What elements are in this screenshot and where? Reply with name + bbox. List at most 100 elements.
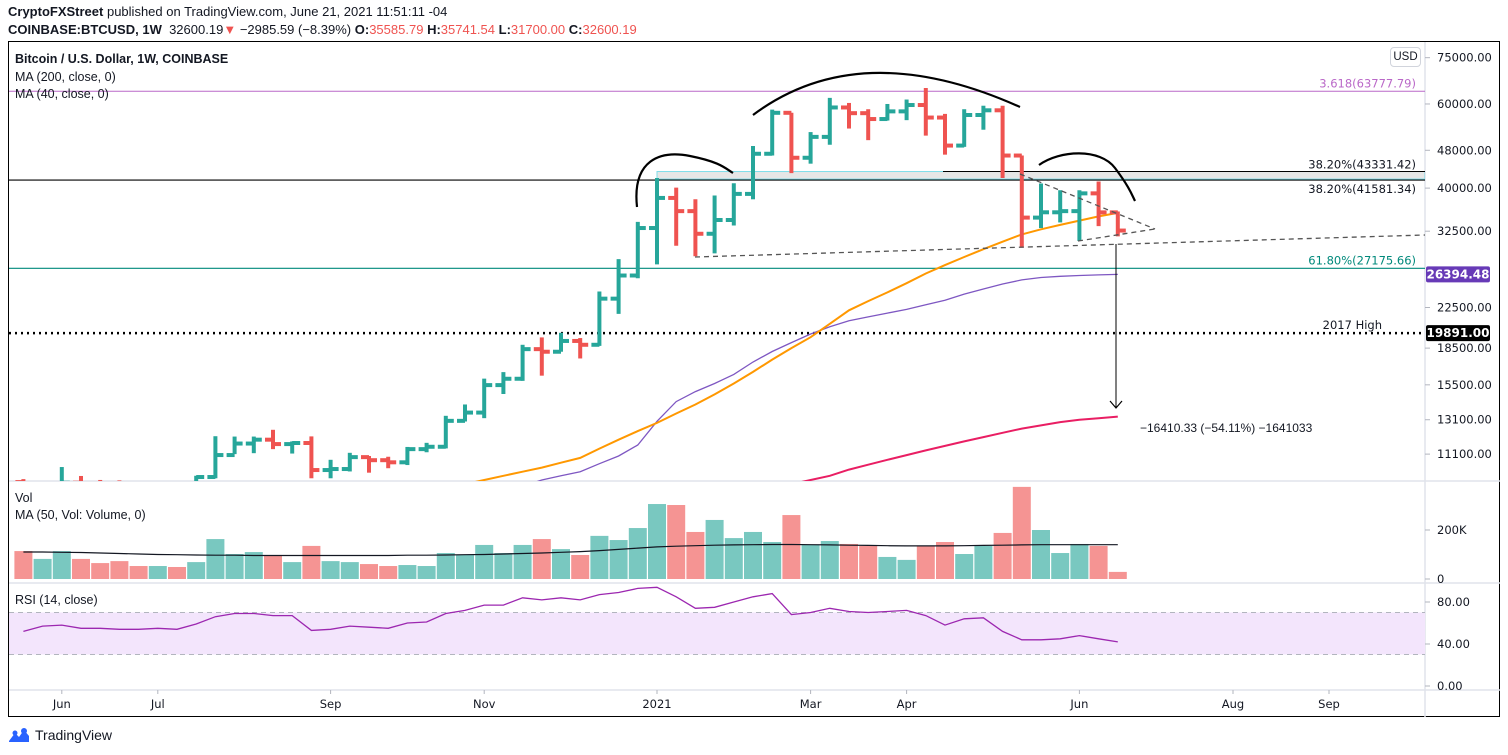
time-tick-label: Jun (1069, 697, 1088, 711)
symbol-info: COINBASE:BTCUSD, 1W 32600.19▼ −2985.59 (… (8, 22, 637, 37)
ohlc-bar (117, 480, 122, 481)
price-tick-label: 40000.00 (1437, 181, 1492, 195)
arrow-down-icon (1109, 400, 1123, 409)
ohlc-bar (745, 146, 761, 200)
volume-bar (206, 539, 225, 579)
high-label: H: (427, 22, 441, 37)
high-2017-label: 2017 High (1323, 318, 1382, 332)
ohlc-bar (457, 404, 473, 423)
price-tick-label: 75000.00 (1437, 51, 1492, 65)
volume-bar (936, 542, 954, 579)
volume-bar (33, 558, 52, 579)
volume-bar (1089, 545, 1108, 579)
volume-bar (302, 545, 321, 579)
volume-bar (840, 543, 858, 579)
ohlc-bar (572, 338, 589, 359)
ohlc-bar (169, 490, 185, 497)
ohlc-bar (35, 485, 51, 506)
time-tick-label: Nov (473, 697, 496, 711)
volume-bar (1012, 486, 1031, 579)
volume-bar (417, 566, 436, 579)
volume-bar (724, 538, 743, 579)
volume-bar (916, 545, 935, 579)
volume-bar (244, 552, 263, 579)
ma200-legend[interactable]: MA (200, close, 0) (15, 70, 116, 84)
ohlc-bar (399, 446, 416, 466)
volume-bar (590, 535, 609, 579)
volume-legend[interactable]: Vol (15, 491, 33, 505)
ohlc-bar (98, 479, 103, 481)
volume-bar (878, 556, 897, 579)
ohlc-bar (994, 105, 1011, 178)
rsi-line (23, 586, 1118, 643)
volume-bar (1108, 571, 1127, 579)
time-tick-label: Jun (52, 697, 71, 711)
ohlc-bar (841, 102, 857, 129)
rsi-tick-label: 0.00 (1437, 679, 1463, 693)
ohlc-bar (226, 436, 243, 458)
ohlc-bar (245, 436, 262, 454)
ohlc-bar (303, 436, 320, 479)
price-change: −2985.59 (−8.39%) (239, 22, 352, 37)
published-text: published on TradingView.com, June 21, 2… (103, 4, 448, 19)
ohlc-bar (706, 195, 723, 254)
ma40-line (474, 211, 1118, 481)
ohlc-bar (783, 110, 800, 174)
rsi-tick-label: 40.00 (1437, 637, 1470, 651)
publisher-name[interactable]: CryptoFXStreet (8, 4, 104, 19)
ohlc-bar (514, 344, 531, 381)
volume-bar (648, 504, 666, 579)
time-tick-label: Aug (1222, 697, 1244, 711)
volume-bar (398, 565, 417, 579)
close-label: C: (568, 22, 583, 37)
price-tick-label: 48000.00 (1437, 143, 1492, 157)
ohlc-bar (284, 441, 301, 454)
rsi-legend[interactable]: RSI (14, close) (15, 593, 98, 607)
triangle-lower-trendline (1077, 228, 1156, 242)
volume-ma-legend[interactable]: MA (50, Vol: Volume, 0) (15, 508, 146, 522)
ohlc-bar (380, 456, 397, 469)
ohlc-bar (476, 378, 493, 419)
volume-bar (14, 551, 33, 579)
ohlc-bar (437, 415, 454, 449)
fib-382-lower-label: 38.20%(41581.34) (1308, 182, 1416, 196)
volume-bar (763, 542, 782, 579)
ohlc-bar (725, 183, 742, 226)
high-2017-price-badge-text: 19891.00 (1426, 326, 1489, 340)
high-2017-price-badge (1426, 325, 1490, 342)
left-shoulder-arc (635, 153, 734, 208)
ohlc-bar (194, 475, 205, 481)
ohlc-bar (764, 109, 781, 156)
volume-bar (974, 545, 993, 579)
volume-bar (475, 544, 494, 579)
price-tick-label: 22500.00 (1437, 301, 1492, 315)
currency-button[interactable]: USD (1390, 47, 1421, 67)
head-arc (752, 71, 1021, 116)
volume-bar (187, 562, 206, 579)
publish-info: CryptoFXStreet published on TradingView.… (8, 4, 447, 19)
volume-bar (379, 566, 398, 579)
ohlc-bar (879, 103, 896, 122)
volume-bar (148, 566, 167, 579)
volume-bar (628, 528, 647, 579)
open-label: O: (354, 22, 370, 37)
ohlc-bar (207, 436, 224, 480)
ohlc-bar (591, 291, 608, 347)
ohlc-bar (1052, 190, 1069, 223)
volume-bar (897, 559, 916, 579)
ohlc-bar (917, 88, 934, 136)
ohlc-bar (533, 337, 550, 376)
price-tick-label: 18500.00 (1437, 341, 1492, 355)
price-tick-label: 32500.00 (1437, 224, 1492, 238)
volume-tick-label: 0 (1437, 572, 1444, 586)
chart-title: Bitcoin / U.S. Dollar, 1W, COINBASE (15, 52, 229, 66)
high-value: 35741.54 (440, 22, 496, 37)
ma40-legend[interactable]: MA (40, close, 0) (15, 87, 109, 101)
fib-382-upper-label: 38.20%(43331.42) (1308, 158, 1416, 172)
volume-bar (52, 551, 71, 579)
fib-618-label: 61.80%(27175.66) (1308, 253, 1416, 267)
tradingview-brand[interactable]: TradingView (35, 727, 113, 743)
price-tick-label: 15500.00 (1437, 378, 1492, 392)
volume-bar (168, 566, 186, 579)
